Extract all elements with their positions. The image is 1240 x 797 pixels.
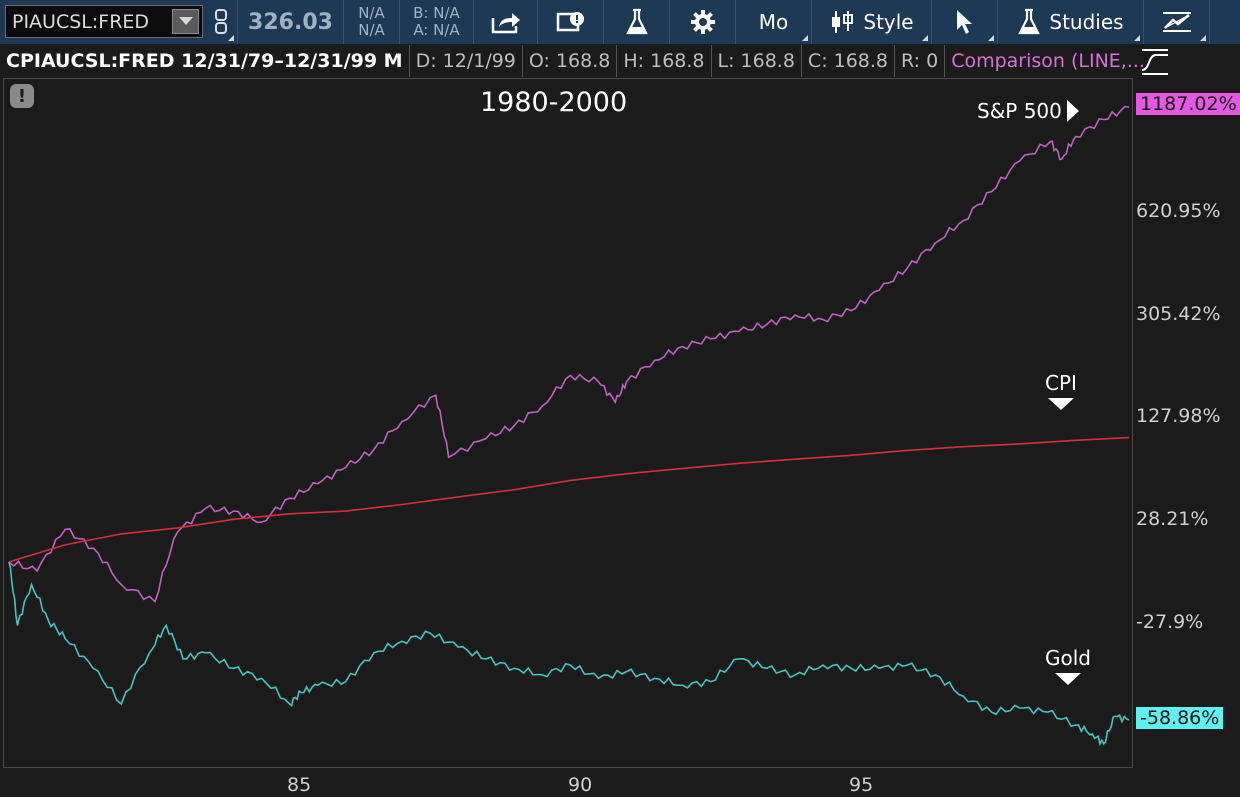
na-bottom: N/A (358, 21, 385, 39)
ask-value: A: N/A (413, 21, 460, 39)
chart-header: CPIAUCSL:FRED 12/31/79–12/31/99 M D: 12/… (0, 45, 1151, 77)
last-price: 326.03 (238, 0, 344, 44)
x-tick-label: 95 (849, 774, 874, 796)
corner-marker (922, 35, 928, 41)
annotation-gold-text: Gold (1045, 646, 1091, 670)
price-value: 326.03 (248, 9, 333, 35)
sp500-line (8, 105, 1130, 604)
y-tick-label: 127.98% (1136, 405, 1221, 427)
gold-last-value-badge: -58.86% (1136, 707, 1224, 729)
share-button[interactable] (474, 0, 538, 44)
x-tick-label: 90 (568, 774, 593, 796)
style-button[interactable]: Style (812, 0, 932, 44)
chart-area[interactable] (3, 78, 1133, 768)
comparison-study-label[interactable]: Comparison (LINE,... (951, 50, 1145, 72)
annotation-cpi-text: CPI (1045, 371, 1077, 395)
corner-marker (1200, 35, 1206, 41)
candlestick-icon (832, 11, 854, 33)
bid-ask: B: N/A A: N/A (400, 0, 474, 44)
price-axis[interactable]: 1187.02% 620.95% 305.42% 127.98% 28.21% … (1134, 78, 1240, 768)
flask-icon (625, 8, 648, 35)
annotation-cpi: CPI (1045, 371, 1077, 395)
symbol-input[interactable]: PIAUCSL:FRED (5, 5, 203, 38)
y-tick-label: 305.42% (1136, 303, 1221, 325)
header-range: R: 0 (895, 45, 946, 77)
studies-flask-icon (1018, 8, 1041, 35)
header-low: L: 168.8 (712, 45, 802, 77)
arrow-down-icon (1055, 673, 1081, 685)
arrow-right-icon (1066, 100, 1079, 122)
cpi-line (8, 436, 1130, 563)
gear-icon (690, 10, 715, 34)
corner-marker (802, 35, 808, 41)
message-button[interactable] (538, 0, 604, 44)
symbol-dropdown-button[interactable] (172, 9, 199, 34)
annotation-sp500-text: S&P 500 (977, 99, 1062, 123)
y-tick-label: -27.9% (1136, 611, 1204, 633)
style-label: Style (863, 10, 914, 34)
chart-title: 1980-2000 (480, 87, 628, 118)
na-top: N/A (358, 4, 385, 22)
share-icon (491, 13, 520, 34)
drawing-button[interactable] (1144, 0, 1210, 44)
plot-svg (8, 105, 1130, 747)
drawing-icon (1162, 12, 1191, 32)
chevron-down-icon (178, 17, 193, 25)
settings-button[interactable] (670, 0, 736, 44)
y-tick-label: 620.95% (1136, 200, 1221, 222)
corner-marker (1134, 35, 1140, 41)
message-icon (556, 12, 584, 32)
arrow-down-icon (1048, 398, 1074, 410)
x-tick-label: 85 (287, 774, 312, 796)
link-button[interactable] (205, 0, 238, 44)
annotation-sp500: S&P 500 (977, 99, 1080, 123)
header-date: D: 12/1/99 (410, 45, 523, 77)
chart-symbol-title: CPIAUCSL:FRED 12/31/79–12/31/99 M (0, 45, 410, 77)
studies-button[interactable]: Studies (998, 0, 1144, 44)
annotation-gold: Gold (1045, 646, 1091, 670)
gold-line (8, 561, 1130, 747)
y-tick-label: 28.21% (1136, 508, 1209, 530)
link-icon (215, 9, 227, 34)
header-close: C: 168.8 (802, 45, 896, 77)
cursor-icon (956, 10, 972, 34)
alert-icon[interactable]: ! (10, 84, 34, 108)
studies-label: Studies (1049, 10, 1124, 34)
symbol-text[interactable]: PIAUCSL:FRED (12, 10, 150, 33)
interval-button[interactable]: Mo (736, 0, 812, 44)
toolbar: PIAUCSL:FRED 326.03 N/A N/A B: N/A A: N/A … (0, 0, 1240, 44)
cursor-button[interactable] (932, 0, 998, 44)
flask-button[interactable] (604, 0, 670, 44)
header-open: O: 168.8 (523, 45, 618, 77)
corner-marker (988, 35, 994, 41)
net-change: N/A N/A (344, 0, 400, 44)
corner-marker (228, 35, 234, 41)
bid-value: B: N/A (413, 4, 460, 22)
interval-label: Mo (758, 10, 789, 34)
header-high: H: 168.8 (617, 45, 712, 77)
price-axis-scale-icon[interactable] (1138, 46, 1172, 78)
sp500-last-value-badge: 1187.02% (1136, 93, 1240, 115)
